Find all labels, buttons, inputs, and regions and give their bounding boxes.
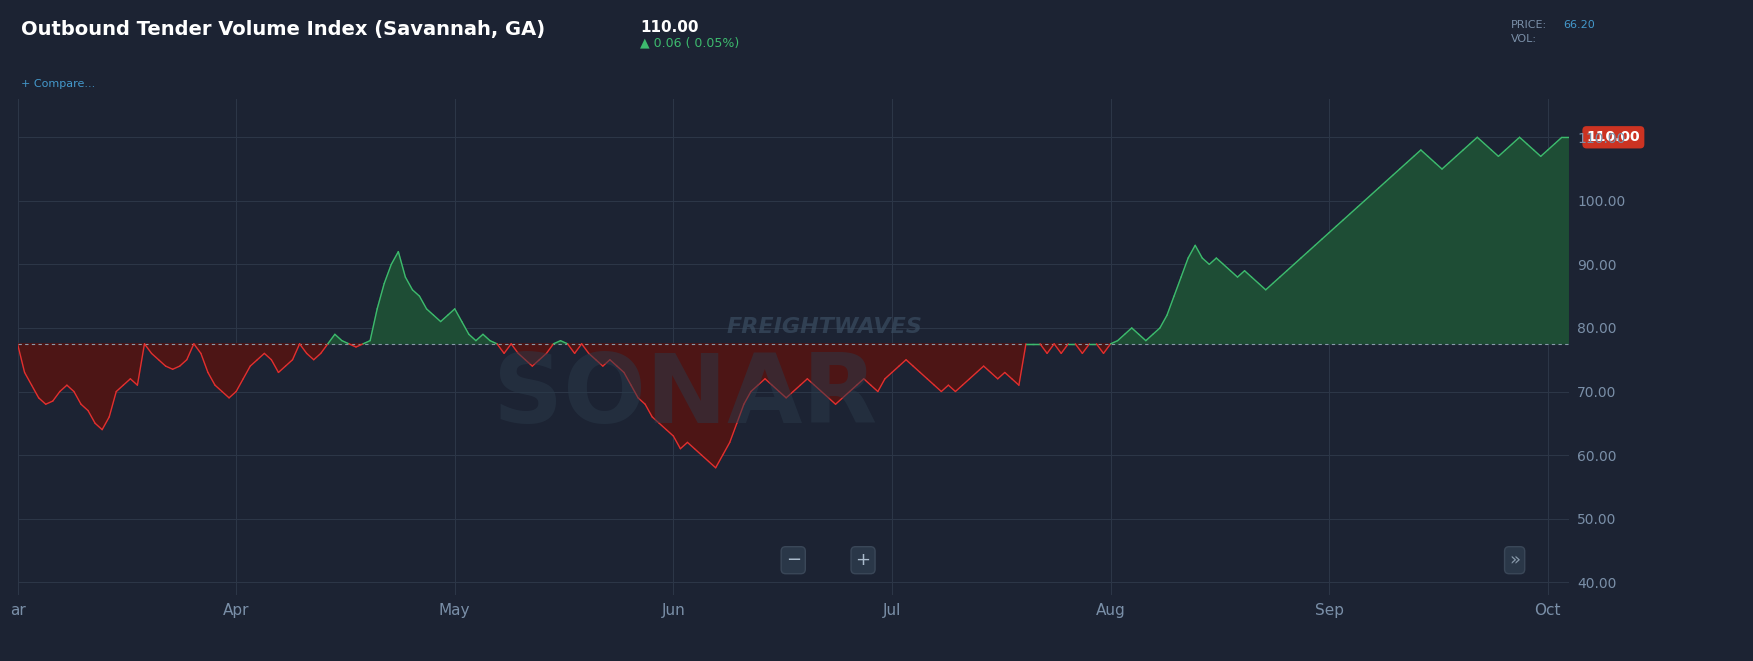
- Text: »: »: [1509, 551, 1520, 569]
- Text: VOL:: VOL:: [1511, 34, 1537, 44]
- Text: SONAR: SONAR: [493, 350, 876, 443]
- Text: FREIGHTWAVES: FREIGHTWAVES: [726, 317, 922, 337]
- Text: Outbound Tender Volume Index (Savannah, GA): Outbound Tender Volume Index (Savannah, …: [21, 20, 545, 39]
- Text: 66.20: 66.20: [1564, 20, 1595, 30]
- Text: 110.00: 110.00: [1586, 130, 1641, 144]
- Text: + Compare...: + Compare...: [21, 79, 95, 89]
- Text: ▲ 0.06 ( 0.05%): ▲ 0.06 ( 0.05%): [640, 36, 740, 50]
- Text: PRICE:: PRICE:: [1511, 20, 1548, 30]
- Text: +: +: [855, 551, 871, 569]
- Text: 110.00: 110.00: [640, 20, 698, 35]
- Text: −: −: [785, 551, 801, 569]
